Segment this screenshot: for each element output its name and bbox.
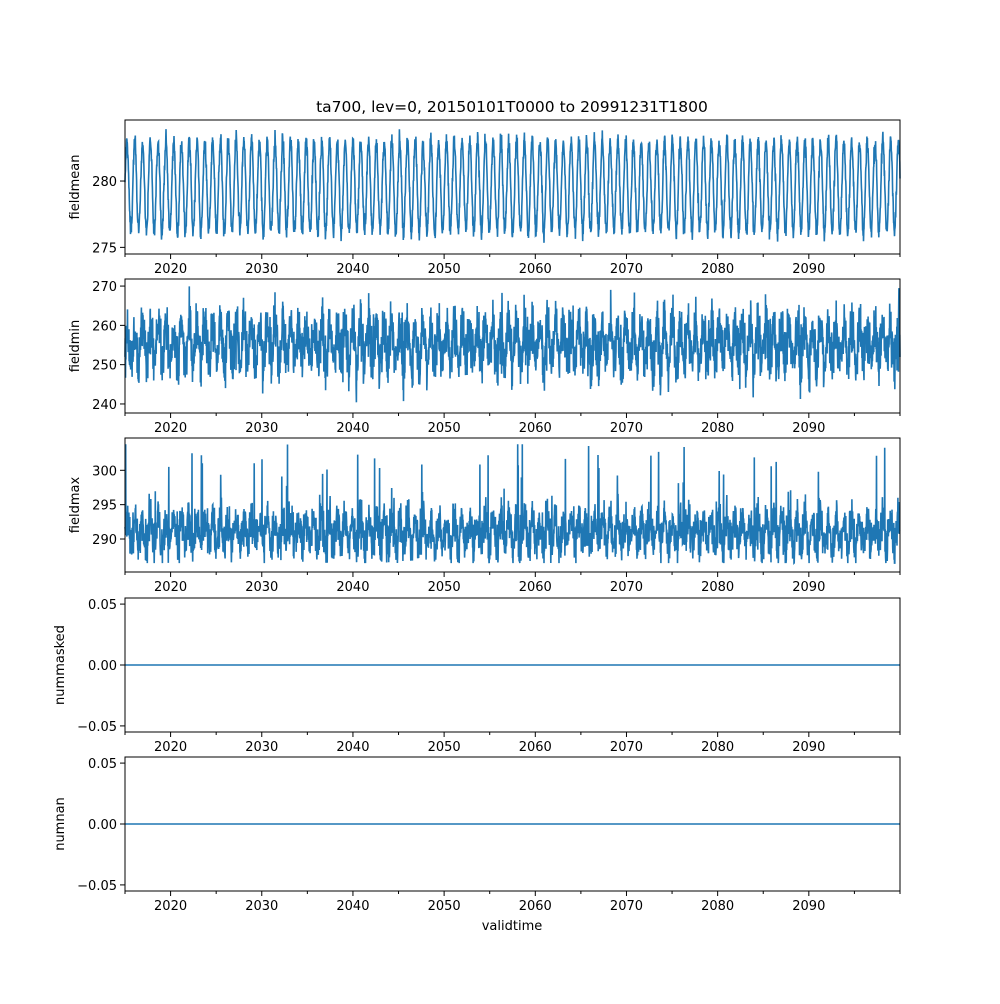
y-tick-label: 280 (92, 175, 117, 190)
x-tick-label: 2080 (701, 421, 734, 436)
chart-title: ta700, lev=0, 20150101T0000 to 20991231T… (316, 98, 708, 116)
x-tick-label: 2040 (336, 421, 369, 436)
y-tick-label: 290 (92, 533, 117, 548)
x-tick-label: 2080 (701, 262, 734, 277)
x-tick-label: 2060 (519, 580, 552, 595)
x-axis-label: validtime (482, 919, 543, 934)
x-tick-label: 2080 (701, 899, 734, 914)
x-tick-label: 2080 (701, 740, 734, 755)
x-tick-label: 2050 (428, 899, 461, 914)
axes-frame (124, 119, 901, 255)
y-tick-label: 0.00 (88, 659, 117, 674)
y-axis-label: fieldmax (68, 477, 83, 534)
y-tick-label: 295 (92, 499, 117, 514)
panel-numnan: 2020 2030 2040 2050 2060 2070 2080 2090 −0.05 0.0… (53, 756, 901, 914)
x-tick-label: 2060 (519, 262, 552, 277)
x-tick-label: 2020 (154, 899, 187, 914)
y-tick-label: 0.05 (88, 757, 117, 772)
x-tick-label: 2040 (336, 580, 369, 595)
x-tick-label: 2040 (336, 262, 369, 277)
series-line-fieldmin (124, 286, 901, 403)
x-tick-label: 2030 (245, 580, 278, 595)
y-tick-label: 0.05 (88, 598, 117, 613)
y-axis-label: fieldmin (68, 320, 83, 373)
y-axis-label: numnan (53, 797, 68, 851)
x-tick-label: 2060 (519, 740, 552, 755)
axes-frame (124, 278, 901, 414)
x-tick-label: 2050 (428, 740, 461, 755)
x-tick-label: 2050 (428, 421, 461, 436)
x-tick-label: 2070 (610, 580, 643, 595)
panel-fieldmean: 2020 2030 2040 2050 2060 2070 2080 2090 275 280 fi… (68, 119, 901, 277)
x-tick-label: 2090 (792, 899, 825, 914)
x-tick-label: 2060 (519, 899, 552, 914)
y-tick-label: 300 (92, 464, 117, 479)
x-tick-label: 2090 (792, 580, 825, 595)
x-tick-label: 2030 (245, 740, 278, 755)
y-tick-label: −0.05 (77, 879, 117, 894)
series-line-fieldmax (124, 444, 901, 566)
y-tick-label: 275 (92, 241, 117, 256)
x-tick-label: 2040 (336, 740, 369, 755)
y-tick-label: 240 (92, 398, 117, 413)
x-tick-label: 2040 (336, 899, 369, 914)
x-tick-label: 2070 (610, 262, 643, 277)
x-tick-label: 2070 (610, 421, 643, 436)
x-tick-label: 2070 (610, 899, 643, 914)
x-tick-label: 2020 (154, 421, 187, 436)
x-tick-label: 2050 (428, 262, 461, 277)
x-tick-label: 2020 (154, 580, 187, 595)
x-tick-label: 2080 (701, 580, 734, 595)
y-axis-label: nummasked (53, 625, 68, 705)
series-line-fieldmean (124, 129, 901, 243)
x-tick-label: 2090 (792, 262, 825, 277)
x-tick-label: 2060 (519, 421, 552, 436)
y-tick-label: 270 (92, 280, 117, 295)
x-tick-label: 2030 (245, 262, 278, 277)
panel-fieldmax: 2020 2030 2040 2050 2060 2070 2080 2090 290 295 30… (68, 437, 901, 595)
x-tick-label: 2050 (428, 580, 461, 595)
panel-nummasked: 2020 2030 2040 2050 2060 2070 2080 2090 −0.05 0.0… (53, 597, 901, 755)
x-tick-label: 2020 (154, 740, 187, 755)
x-tick-label: 2090 (792, 740, 825, 755)
x-tick-label: 2090 (792, 421, 825, 436)
x-tick-label: 2030 (245, 421, 278, 436)
y-tick-label: −0.05 (77, 720, 117, 735)
y-tick-label: 260 (92, 319, 117, 334)
x-tick-label: 2020 (154, 262, 187, 277)
x-tick-label: 2070 (610, 740, 643, 755)
panel-fieldmin: 2020 2030 2040 2050 2060 2070 2080 2090 240 250 26… (68, 278, 901, 436)
y-tick-label: 0.00 (88, 818, 117, 833)
y-tick-label: 250 (92, 359, 117, 374)
x-tick-label: 2030 (245, 899, 278, 914)
y-axis-label: fieldmean (68, 155, 83, 220)
